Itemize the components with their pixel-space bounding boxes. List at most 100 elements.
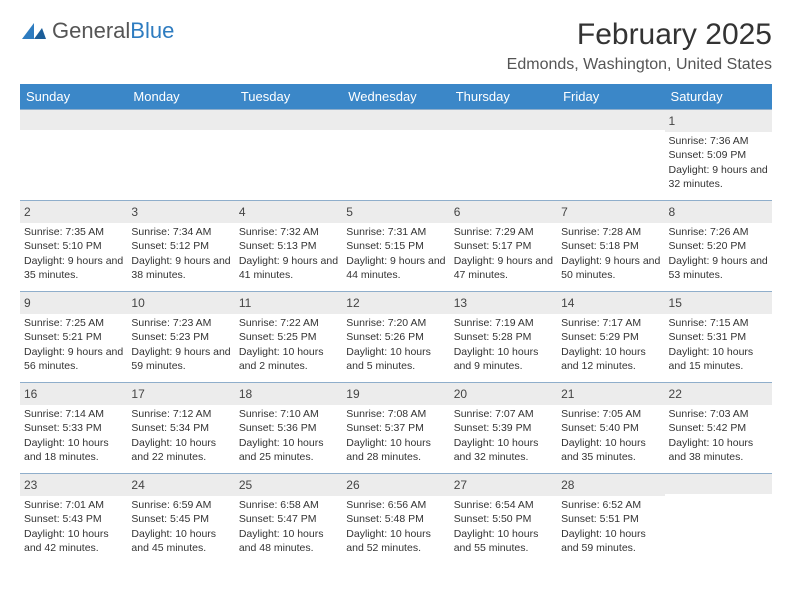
day-body: Sunrise: 7:25 AMSunset: 5:21 PMDaylight:… <box>20 314 127 379</box>
daylight-text: Daylight: 10 hours and 12 minutes. <box>561 345 660 373</box>
sunset-text: Sunset: 5:26 PM <box>346 330 445 344</box>
day-body: Sunrise: 6:56 AMSunset: 5:48 PMDaylight:… <box>342 496 449 561</box>
day-cell: 12Sunrise: 7:20 AMSunset: 5:26 PMDayligh… <box>342 292 449 382</box>
day-number: 24 <box>127 474 234 496</box>
sunrise-text: Sunrise: 7:03 AM <box>669 407 768 421</box>
daylight-text: Daylight: 9 hours and 53 minutes. <box>669 254 768 282</box>
day-number: 11 <box>235 292 342 314</box>
day-number <box>342 110 449 130</box>
location: Edmonds, Washington, United States <box>507 56 772 74</box>
sunrise-text: Sunrise: 7:15 AM <box>669 316 768 330</box>
day-number <box>127 110 234 130</box>
sunrise-text: Sunrise: 7:01 AM <box>24 498 123 512</box>
sunset-text: Sunset: 5:36 PM <box>239 421 338 435</box>
daylight-text: Daylight: 10 hours and 28 minutes. <box>346 436 445 464</box>
daylight-text: Daylight: 10 hours and 45 minutes. <box>131 527 230 555</box>
calendar-row: 2Sunrise: 7:35 AMSunset: 5:10 PMDaylight… <box>20 200 772 291</box>
calendar-row: 9Sunrise: 7:25 AMSunset: 5:21 PMDaylight… <box>20 291 772 382</box>
day-number: 27 <box>450 474 557 496</box>
day-number: 25 <box>235 474 342 496</box>
day-number <box>235 110 342 130</box>
daylight-text: Daylight: 10 hours and 35 minutes. <box>561 436 660 464</box>
daylight-text: Daylight: 9 hours and 44 minutes. <box>346 254 445 282</box>
weekday-header: Monday <box>127 84 234 109</box>
daylight-text: Daylight: 10 hours and 18 minutes. <box>24 436 123 464</box>
day-cell: 26Sunrise: 6:56 AMSunset: 5:48 PMDayligh… <box>342 474 449 564</box>
sunrise-text: Sunrise: 7:36 AM <box>669 134 768 148</box>
day-number: 1 <box>665 110 772 132</box>
sunrise-text: Sunrise: 7:34 AM <box>131 225 230 239</box>
day-cell: 10Sunrise: 7:23 AMSunset: 5:23 PMDayligh… <box>127 292 234 382</box>
sunrise-text: Sunrise: 6:54 AM <box>454 498 553 512</box>
day-number: 21 <box>557 383 664 405</box>
daylight-text: Daylight: 10 hours and 52 minutes. <box>346 527 445 555</box>
sunset-text: Sunset: 5:48 PM <box>346 512 445 526</box>
daylight-text: Daylight: 10 hours and 48 minutes. <box>239 527 338 555</box>
day-number <box>20 110 127 130</box>
day-cell: 8Sunrise: 7:26 AMSunset: 5:20 PMDaylight… <box>665 201 772 291</box>
day-number: 6 <box>450 201 557 223</box>
logo-part2: Blue <box>130 18 174 43</box>
day-cell: 17Sunrise: 7:12 AMSunset: 5:34 PMDayligh… <box>127 383 234 473</box>
day-number: 13 <box>450 292 557 314</box>
calendar: SundayMondayTuesdayWednesdayThursdayFrid… <box>20 84 772 564</box>
day-cell <box>665 474 772 564</box>
sunset-text: Sunset: 5:33 PM <box>24 421 123 435</box>
sunset-text: Sunset: 5:18 PM <box>561 239 660 253</box>
day-body: Sunrise: 7:05 AMSunset: 5:40 PMDaylight:… <box>557 405 664 470</box>
day-number: 20 <box>450 383 557 405</box>
sunset-text: Sunset: 5:17 PM <box>454 239 553 253</box>
sunrise-text: Sunrise: 7:12 AM <box>131 407 230 421</box>
sunrise-text: Sunrise: 6:52 AM <box>561 498 660 512</box>
daylight-text: Daylight: 10 hours and 59 minutes. <box>561 527 660 555</box>
day-cell: 19Sunrise: 7:08 AMSunset: 5:37 PMDayligh… <box>342 383 449 473</box>
day-number: 5 <box>342 201 449 223</box>
day-cell: 14Sunrise: 7:17 AMSunset: 5:29 PMDayligh… <box>557 292 664 382</box>
day-body: Sunrise: 7:31 AMSunset: 5:15 PMDaylight:… <box>342 223 449 288</box>
sunrise-text: Sunrise: 7:19 AM <box>454 316 553 330</box>
daylight-text: Daylight: 9 hours and 32 minutes. <box>669 163 768 191</box>
day-body: Sunrise: 7:20 AMSunset: 5:26 PMDaylight:… <box>342 314 449 379</box>
day-body: Sunrise: 7:10 AMSunset: 5:36 PMDaylight:… <box>235 405 342 470</box>
day-cell: 21Sunrise: 7:05 AMSunset: 5:40 PMDayligh… <box>557 383 664 473</box>
day-number: 26 <box>342 474 449 496</box>
daylight-text: Daylight: 10 hours and 55 minutes. <box>454 527 553 555</box>
day-body: Sunrise: 6:58 AMSunset: 5:47 PMDaylight:… <box>235 496 342 561</box>
sunset-text: Sunset: 5:45 PM <box>131 512 230 526</box>
sunset-text: Sunset: 5:39 PM <box>454 421 553 435</box>
day-number: 4 <box>235 201 342 223</box>
logo-icon <box>20 19 48 43</box>
logo: GeneralBlue <box>20 18 174 44</box>
sunset-text: Sunset: 5:09 PM <box>669 148 768 162</box>
calendar-row: 16Sunrise: 7:14 AMSunset: 5:33 PMDayligh… <box>20 382 772 473</box>
sunset-text: Sunset: 5:29 PM <box>561 330 660 344</box>
sunrise-text: Sunrise: 7:14 AM <box>24 407 123 421</box>
day-body: Sunrise: 7:07 AMSunset: 5:39 PMDaylight:… <box>450 405 557 470</box>
daylight-text: Daylight: 9 hours and 41 minutes. <box>239 254 338 282</box>
sunset-text: Sunset: 5:40 PM <box>561 421 660 435</box>
sunrise-text: Sunrise: 7:17 AM <box>561 316 660 330</box>
day-number <box>450 110 557 130</box>
day-body: Sunrise: 7:34 AMSunset: 5:12 PMDaylight:… <box>127 223 234 288</box>
day-body <box>235 130 342 138</box>
sunset-text: Sunset: 5:47 PM <box>239 512 338 526</box>
day-cell: 22Sunrise: 7:03 AMSunset: 5:42 PMDayligh… <box>665 383 772 473</box>
sunrise-text: Sunrise: 6:59 AM <box>131 498 230 512</box>
title-block: February 2025 Edmonds, Washington, Unite… <box>507 18 772 74</box>
day-body: Sunrise: 7:32 AMSunset: 5:13 PMDaylight:… <box>235 223 342 288</box>
day-number: 15 <box>665 292 772 314</box>
sunrise-text: Sunrise: 7:10 AM <box>239 407 338 421</box>
day-cell <box>20 110 127 200</box>
day-cell: 5Sunrise: 7:31 AMSunset: 5:15 PMDaylight… <box>342 201 449 291</box>
logo-part1: General <box>52 18 130 43</box>
sunset-text: Sunset: 5:34 PM <box>131 421 230 435</box>
sunrise-text: Sunrise: 7:35 AM <box>24 225 123 239</box>
day-body: Sunrise: 7:15 AMSunset: 5:31 PMDaylight:… <box>665 314 772 379</box>
day-body <box>450 130 557 138</box>
day-cell: 6Sunrise: 7:29 AMSunset: 5:17 PMDaylight… <box>450 201 557 291</box>
day-cell: 1Sunrise: 7:36 AMSunset: 5:09 PMDaylight… <box>665 110 772 200</box>
sunrise-text: Sunrise: 7:08 AM <box>346 407 445 421</box>
sunset-text: Sunset: 5:51 PM <box>561 512 660 526</box>
day-body: Sunrise: 7:36 AMSunset: 5:09 PMDaylight:… <box>665 132 772 197</box>
sunrise-text: Sunrise: 7:31 AM <box>346 225 445 239</box>
